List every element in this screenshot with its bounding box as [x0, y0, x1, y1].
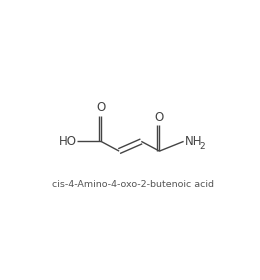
Text: NH: NH [185, 135, 202, 148]
Text: O: O [155, 111, 164, 124]
Text: cis-4-Amino-4-oxo-2-butenoic acid: cis-4-Amino-4-oxo-2-butenoic acid [52, 180, 214, 189]
Text: 2: 2 [200, 142, 205, 151]
Text: O: O [96, 101, 106, 115]
Text: HO: HO [59, 135, 77, 148]
